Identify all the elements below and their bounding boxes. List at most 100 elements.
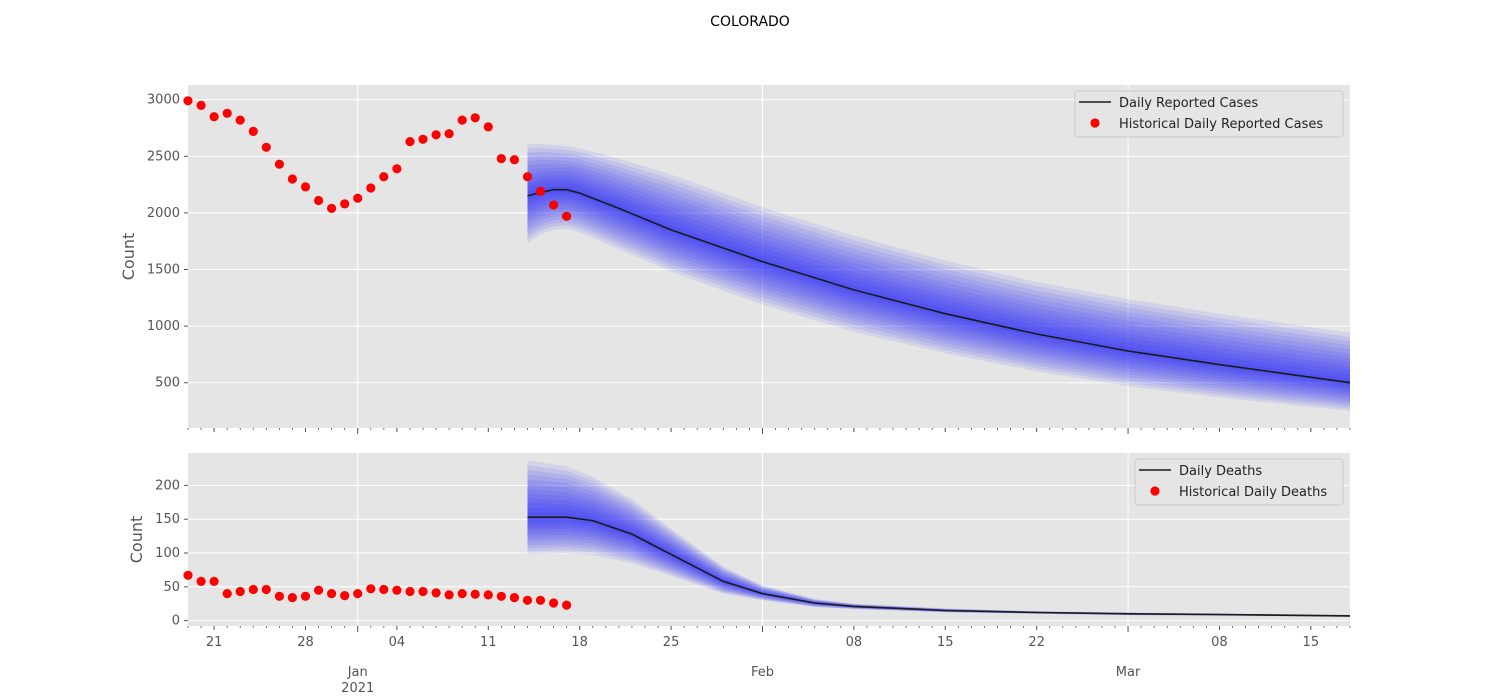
historical-point — [300, 182, 311, 192]
historical-point — [314, 195, 324, 206]
historical-point — [522, 595, 533, 605]
forecast-band — [527, 171, 1350, 395]
forecast-band — [527, 159, 1350, 402]
historical-point — [444, 590, 454, 600]
x-year-label: 2021 — [341, 681, 374, 696]
historical-point — [366, 584, 376, 594]
x-tick-label: 21 — [206, 635, 223, 650]
historical-point — [509, 155, 519, 165]
historical-point — [549, 598, 559, 608]
historical-point — [405, 137, 415, 147]
forecast-band — [527, 167, 1350, 397]
historical-point — [300, 591, 311, 601]
legend-frame — [1134, 458, 1344, 506]
historical-point — [261, 584, 271, 595]
historical-point — [353, 193, 363, 203]
x-tick-label: 22 — [1028, 635, 1045, 650]
historical-point — [196, 576, 206, 587]
forecast-band — [527, 147, 1350, 409]
y-tick-label: 200 — [155, 478, 180, 493]
historical-point — [287, 174, 297, 184]
historical-point — [392, 164, 402, 174]
y-tick-label: 500 — [155, 376, 180, 391]
historical-point — [340, 199, 350, 209]
historical-point — [431, 130, 441, 140]
y-tick-label: 1000 — [147, 319, 180, 334]
historical-point — [196, 100, 206, 110]
historical-point — [535, 595, 546, 605]
legend: Daily Deaths Historical Daily Deaths — [1134, 458, 1344, 506]
historical-point — [235, 115, 245, 125]
historical-point — [274, 591, 284, 601]
forecast-band — [527, 460, 1350, 617]
historical-point — [235, 586, 245, 597]
historical-point — [535, 186, 546, 196]
y-tick-label: 2500 — [147, 149, 180, 164]
historical-point — [496, 154, 506, 164]
x-tick-label: 25 — [663, 635, 680, 650]
historical-point — [379, 172, 389, 182]
historical-point — [287, 593, 297, 603]
x-month-label: Jan — [347, 665, 368, 680]
historical-point — [327, 203, 337, 213]
historical-point — [366, 183, 376, 193]
y-tick-label: 1500 — [147, 263, 180, 278]
historical-point — [483, 590, 493, 600]
forecast-band — [527, 156, 1350, 404]
historical-point — [261, 142, 271, 152]
historical-point — [327, 589, 337, 599]
historical-point — [183, 570, 193, 580]
forecast-line — [527, 188, 1351, 384]
legend-entry-forecast: Daily Deaths — [1179, 464, 1262, 479]
x-tick-label: 28 — [297, 635, 314, 650]
historical-point — [457, 589, 467, 599]
legend: Daily Reported Cases Historical Daily Rep… — [1074, 90, 1344, 138]
forecast-line — [527, 516, 1351, 617]
historical-point — [470, 113, 480, 123]
forecast-band — [527, 479, 1350, 617]
historical-point — [562, 211, 572, 221]
historical-point — [431, 588, 441, 598]
legend-frame — [1074, 90, 1344, 138]
forecast-band — [527, 178, 1350, 390]
x-tick-label: 08 — [846, 635, 863, 650]
forecast-band — [527, 143, 1350, 411]
y-tick-label: 3000 — [147, 93, 180, 108]
historical-point — [248, 584, 258, 595]
panel-cases: 500 1000 1500 2000 2500 3000 Count Daily Report… — [119, 85, 1351, 434]
legend-entry-historical: Historical Daily Deaths — [1179, 485, 1327, 500]
historical-point — [209, 576, 219, 587]
x-tick-label: 15 — [1303, 635, 1320, 650]
forecast-band — [527, 474, 1350, 617]
historical-point — [340, 591, 350, 601]
historical-point — [470, 589, 480, 599]
forecast-band — [527, 152, 1350, 407]
y-tick-label: 100 — [155, 546, 180, 561]
historical-point — [496, 591, 506, 601]
legend-point-swatch — [1090, 118, 1100, 128]
forecast-band — [527, 498, 1350, 617]
legend-entry-forecast: Daily Reported Cases — [1119, 96, 1258, 111]
y-axis-label: Count — [119, 233, 138, 281]
historical-point — [353, 589, 363, 599]
historical-point — [549, 200, 559, 210]
historical-point — [418, 586, 428, 597]
x-tick-label: 11 — [480, 635, 497, 650]
x-month-label: Feb — [751, 665, 774, 680]
forecast-band — [527, 493, 1350, 617]
historical-point — [314, 585, 324, 595]
legend-point-swatch — [1150, 486, 1160, 496]
forecast-band — [527, 186, 1350, 386]
forecast-band — [527, 484, 1350, 617]
historical-point — [483, 122, 493, 132]
x-tick-label: 04 — [389, 635, 406, 650]
historical-point — [209, 112, 219, 122]
historical-point — [222, 589, 232, 599]
chart-title: COLORADO — [710, 14, 790, 30]
legend-entry-historical: Historical Daily Reported Cases — [1119, 117, 1323, 132]
x-tick-label: 18 — [571, 635, 588, 650]
y-tick-label: 0 — [172, 614, 180, 629]
forecast-band — [527, 512, 1350, 616]
historical-point — [509, 593, 519, 603]
historical-point — [274, 159, 284, 169]
